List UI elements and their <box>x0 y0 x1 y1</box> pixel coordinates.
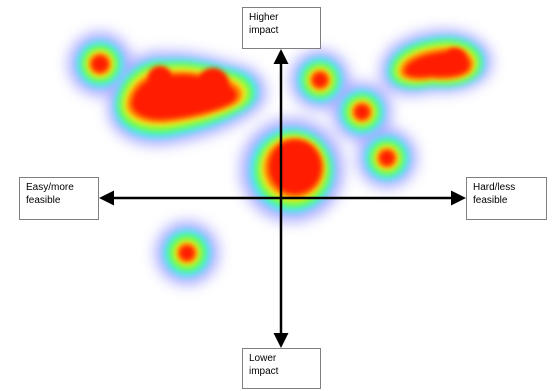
hotspot-upper-left-small <box>92 56 108 72</box>
hotspot-upper-right-pair <box>355 105 369 119</box>
hotspot-upper-right-small-2 <box>269 140 321 194</box>
hotspot-10 <box>180 246 194 260</box>
hotspot-upper-right-small-1 <box>197 68 229 100</box>
hard-feasible-label: Hard/less feasible <box>466 177 547 220</box>
lower-impact-label: Lower impact <box>242 348 321 389</box>
easy-feasible-label: Easy/more feasible <box>19 177 99 220</box>
axes <box>99 49 466 348</box>
hotspot-9 <box>443 48 467 72</box>
hotspot-lower-left-small <box>380 151 394 165</box>
hotspot-center-blob <box>148 66 172 90</box>
higher-impact-label: Higher impact <box>242 7 321 49</box>
hotspot-right-small <box>313 73 327 87</box>
